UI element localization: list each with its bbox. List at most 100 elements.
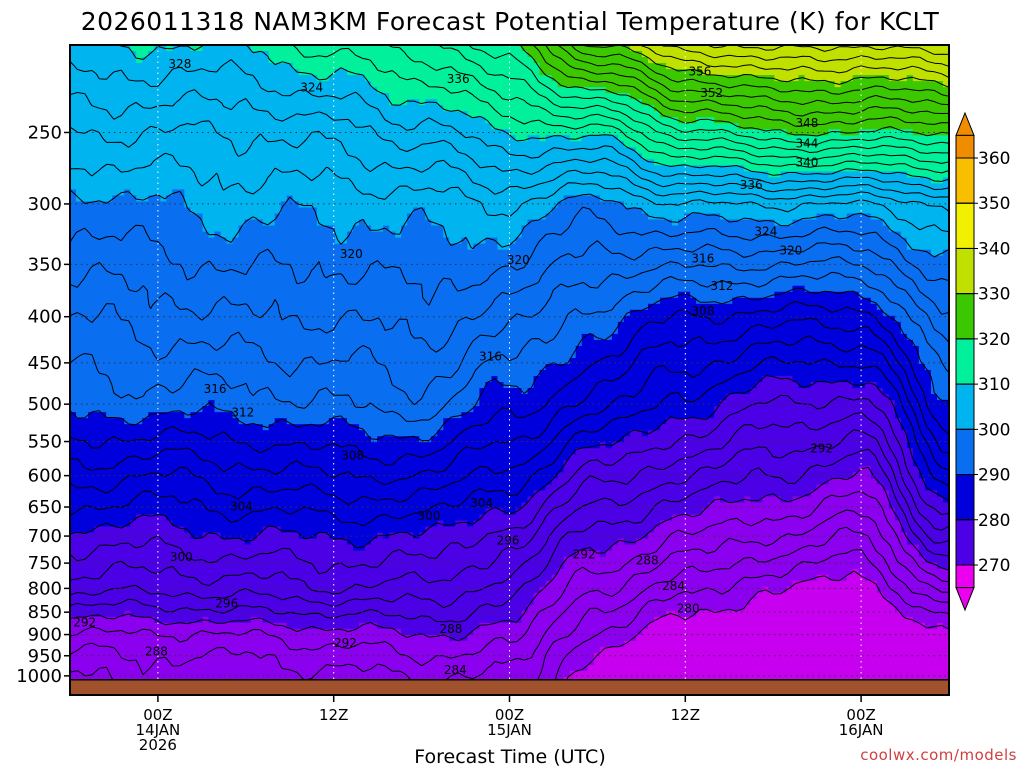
fill-cell	[599, 646, 949, 654]
fill-cell	[647, 622, 926, 630]
fill-cell	[678, 117, 697, 124]
fill-cell	[334, 237, 348, 245]
fill-cell	[346, 418, 444, 425]
fill-cell	[286, 418, 330, 425]
fill-cell	[792, 219, 884, 227]
fill-cell	[738, 123, 949, 130]
isentrope-292	[70, 448, 949, 623]
fill-cell	[617, 327, 902, 335]
fill-cell	[407, 99, 420, 106]
fill-cell	[906, 532, 949, 540]
fill-cell	[870, 297, 949, 305]
fill-cell	[316, 207, 414, 215]
fill-cell	[521, 610, 667, 618]
fill-cell	[70, 556, 565, 564]
fill-cell	[214, 406, 474, 413]
fill-cell	[70, 646, 601, 654]
fill-cell	[804, 75, 854, 82]
fill-cell	[533, 598, 751, 606]
fill-cell	[876, 478, 926, 485]
contour-label: 284	[662, 579, 685, 593]
fill-cell	[539, 586, 763, 594]
colorbar-label: 280	[978, 511, 1010, 531]
y-tick-label: 900	[28, 625, 62, 646]
fill-cell	[190, 45, 204, 52]
fill-cell	[358, 622, 378, 630]
fill-cell	[912, 460, 949, 467]
fill-cell	[942, 81, 949, 88]
fill-cell	[280, 207, 318, 215]
fill-cell	[888, 598, 949, 606]
fill-cell	[930, 376, 949, 383]
fill-cell	[256, 532, 300, 540]
fill-cell	[924, 556, 949, 564]
fill-cell	[166, 195, 185, 203]
fill-cell	[425, 207, 553, 215]
fill-cell	[70, 81, 372, 88]
fill-cell	[70, 376, 493, 383]
fill-cell	[792, 285, 806, 293]
fill-cell	[250, 616, 264, 624]
fill-cell	[557, 201, 625, 209]
fill-cell	[678, 291, 691, 299]
fill-cell	[551, 478, 830, 485]
fill-cell	[617, 135, 949, 142]
fill-cell	[936, 490, 949, 497]
y-tick-label: 400	[28, 307, 62, 328]
contour-label: 296	[497, 534, 520, 548]
fill-cell	[533, 382, 757, 389]
colorbar-label: 360	[978, 149, 1010, 169]
contour-label: 324	[754, 225, 777, 239]
fill-cell	[130, 45, 155, 52]
fill-cell	[509, 243, 908, 251]
fill-cell	[936, 394, 949, 401]
fill-cell	[611, 544, 920, 552]
fill-cell	[172, 189, 185, 197]
ground-layer	[70, 679, 949, 695]
fill-cell	[635, 538, 908, 546]
colorbar-label: 310	[978, 375, 1010, 395]
fill-cell	[882, 484, 926, 491]
contour-label: 304	[470, 496, 493, 510]
fill-cell	[894, 412, 949, 419]
fill-cell	[70, 370, 541, 377]
fill-cell	[876, 303, 949, 311]
fill-cell	[780, 496, 794, 504]
colorbar-swatch	[955, 157, 975, 204]
fill-cell	[70, 255, 949, 263]
fill-cell	[202, 219, 246, 227]
fill-cell	[840, 81, 944, 88]
fill-cell	[660, 111, 949, 118]
fill-cell	[70, 658, 595, 666]
y-tick-label: 750	[28, 553, 62, 574]
fill-cell	[70, 586, 541, 594]
fill-cell	[497, 237, 517, 245]
fill-cell	[696, 297, 733, 305]
fill-cell	[551, 207, 643, 215]
fill-cell	[70, 63, 294, 70]
colorbar-swatch	[955, 338, 975, 385]
fill-cell	[918, 544, 949, 552]
isentrope-286	[70, 509, 949, 686]
isentrope-308	[70, 300, 949, 466]
fill-cell	[864, 574, 949, 582]
fill-cell	[629, 309, 884, 317]
fill-cell	[268, 424, 360, 431]
fill-cell	[70, 544, 354, 552]
fill-cell	[172, 45, 192, 52]
fill-cell	[641, 430, 649, 437]
fill-cell	[352, 225, 372, 233]
fill-cell	[244, 538, 252, 546]
fill-cell	[527, 219, 673, 227]
fill-cell	[274, 219, 318, 227]
fill-cell	[882, 388, 932, 395]
fill-cell	[389, 93, 631, 100]
colorbar-swatch	[955, 428, 975, 476]
fill-cell	[798, 75, 806, 82]
fill-cell	[70, 261, 949, 269]
isentrope-348	[570, 45, 949, 97]
fill-cell	[762, 376, 794, 383]
contour-label: 292	[573, 548, 596, 562]
